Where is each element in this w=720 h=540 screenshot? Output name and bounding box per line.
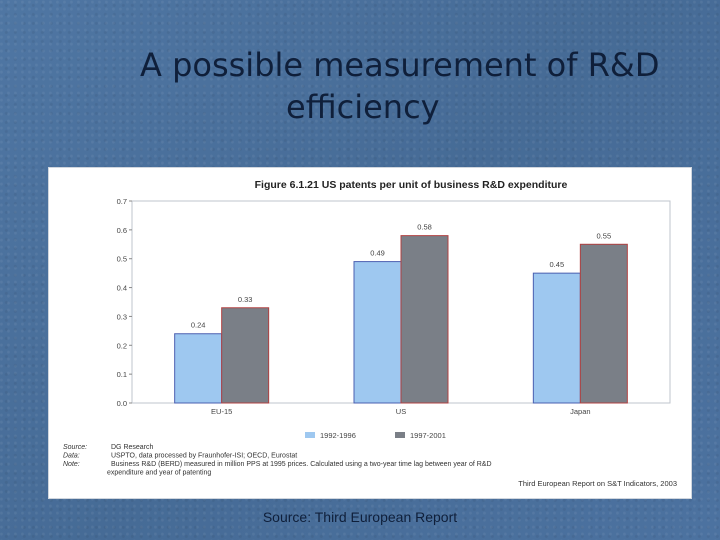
figure-panel: Figure 6.1.21 US patents per unit of bus… — [48, 167, 692, 499]
bar-us-1 — [353, 261, 402, 404]
legend-swatch — [305, 432, 315, 438]
footer-source: Source: Third European Report — [262, 509, 458, 525]
x-tick-label: Japan — [570, 407, 590, 416]
data-label: 0.58 — [417, 223, 432, 232]
note-text: USPTO, data processed by Fraunhofer-ISI;… — [111, 453, 297, 460]
note-text: DG Research — [111, 444, 154, 451]
chart-credit: Third European Report on S&T Indicators,… — [518, 479, 677, 488]
legend-swatch — [395, 432, 405, 438]
slide-title-line-1: A possible measurement of R&D — [140, 46, 660, 84]
data-label: 0.55 — [597, 231, 612, 240]
y-tick-label: 0.6 — [117, 226, 127, 235]
bar-eu-15-1 — [174, 333, 223, 404]
bar-chart: Figure 6.1.21 US patents per unit of bus… — [63, 179, 677, 488]
y-tick-label: 0.7 — [117, 197, 127, 206]
bar-japan-2 — [579, 243, 628, 404]
note-text: Business R&D (BERD) measured in million … — [111, 461, 492, 468]
y-tick-label: 0.0 — [117, 399, 127, 408]
data-label: 0.45 — [550, 260, 565, 269]
y-tick-label: 0.2 — [117, 341, 127, 350]
slide-title-line-2: efficiency — [286, 88, 440, 126]
note-label: Note: — [63, 461, 80, 468]
note-label: Source: — [63, 444, 87, 451]
y-tick-label: 0.1 — [117, 370, 127, 379]
data-label: 0.33 — [238, 295, 253, 304]
slide-title: A possible measurement of R&D efficiency — [0, 44, 720, 128]
bar-us-2 — [400, 235, 449, 404]
data-label: 0.49 — [370, 249, 385, 258]
bar-japan-1 — [532, 272, 581, 404]
bar-eu-15-2 — [221, 307, 270, 404]
note-label: Data: — [63, 453, 80, 460]
note-text: expenditure and year of patenting — [107, 470, 211, 477]
x-tick-label: US — [396, 407, 406, 416]
legend-label: 1997-2001 — [410, 431, 446, 440]
x-tick-label: EU-15 — [211, 407, 232, 416]
data-label: 0.24 — [191, 321, 206, 330]
legend-label: 1992-1996 — [320, 431, 356, 440]
y-tick-label: 0.4 — [117, 284, 127, 293]
chart-title: Figure 6.1.21 US patents per unit of bus… — [255, 179, 568, 191]
y-tick-label: 0.3 — [117, 312, 127, 321]
y-tick-label: 0.5 — [117, 255, 127, 264]
